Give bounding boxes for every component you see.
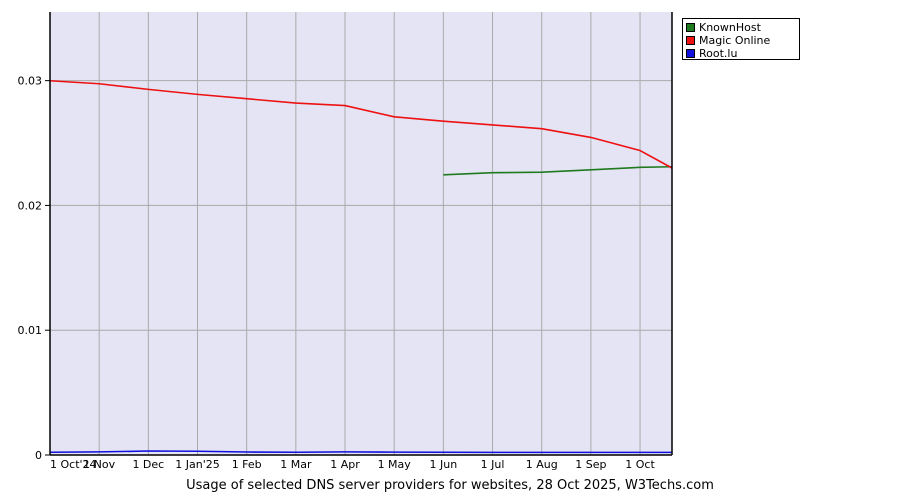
legend-label-root-lu: Root.lu (699, 46, 738, 60)
x-tick-label: 1 Aug (526, 458, 558, 471)
legend-swatch-root-lu (686, 48, 695, 58)
series-line-magic-online (49, 79, 673, 169)
plot-background-group (50, 12, 672, 455)
x-tick-label: 1 Sep (575, 458, 606, 471)
legend-label-magic-online: Magic Online (699, 33, 771, 47)
x-tick-label: 1 May (378, 458, 412, 471)
legend-item-knownhost[interactable]: KnownHost (686, 21, 796, 33)
x-tick-label: 1 Oct'24 (50, 458, 97, 471)
x-tick-label: 1 Oct (625, 458, 655, 471)
x-tick-label: 1 Nov (83, 458, 115, 471)
x-tick-label: 1 Mar (280, 458, 312, 471)
x-tick-label: 1 Apr (330, 458, 360, 471)
x-tick-label: 1 Dec (132, 458, 164, 471)
x-tick-label: 1 Jun (430, 458, 458, 471)
y-tick-label: 0.03 (18, 75, 43, 88)
y-tick-label: 0.02 (18, 199, 43, 212)
plot-background (50, 12, 672, 455)
legend-swatch-knownhost (686, 22, 695, 32)
legend-label-knownhost: KnownHost (699, 20, 761, 34)
series-lines (49, 79, 673, 454)
axes (49, 12, 673, 456)
x-gridlines (98, 12, 641, 455)
y-tick-label: 0.01 (18, 324, 43, 337)
legend-swatch-magic-online (686, 35, 695, 45)
series-line-knownhost (443, 165, 673, 176)
x-tick-label: 1 Feb (232, 458, 262, 471)
y-tick-label: 0 (35, 449, 42, 462)
series-line-root-lu (49, 450, 672, 454)
legend-item-root-lu[interactable]: Root.lu (686, 47, 796, 59)
legend-item-magic-online[interactable]: Magic Online (686, 34, 796, 46)
x-tick-label: 1 Jan'25 (175, 458, 219, 471)
y-gridlines (50, 80, 672, 331)
chart-legend: KnownHost Magic Online Root.lu (682, 18, 800, 60)
x-tick-label: 1 Jul (481, 458, 505, 471)
y-axis-ticks: 0 0.01 0.02 0.03 (18, 75, 50, 462)
x-axis-ticks: 1 Oct'241 Nov 1 Dec 1 Jan'25 1 Feb 1 Mar 1 Ap… (50, 458, 655, 471)
chart-caption: Usage of selected DNS server providers f… (186, 478, 714, 493)
